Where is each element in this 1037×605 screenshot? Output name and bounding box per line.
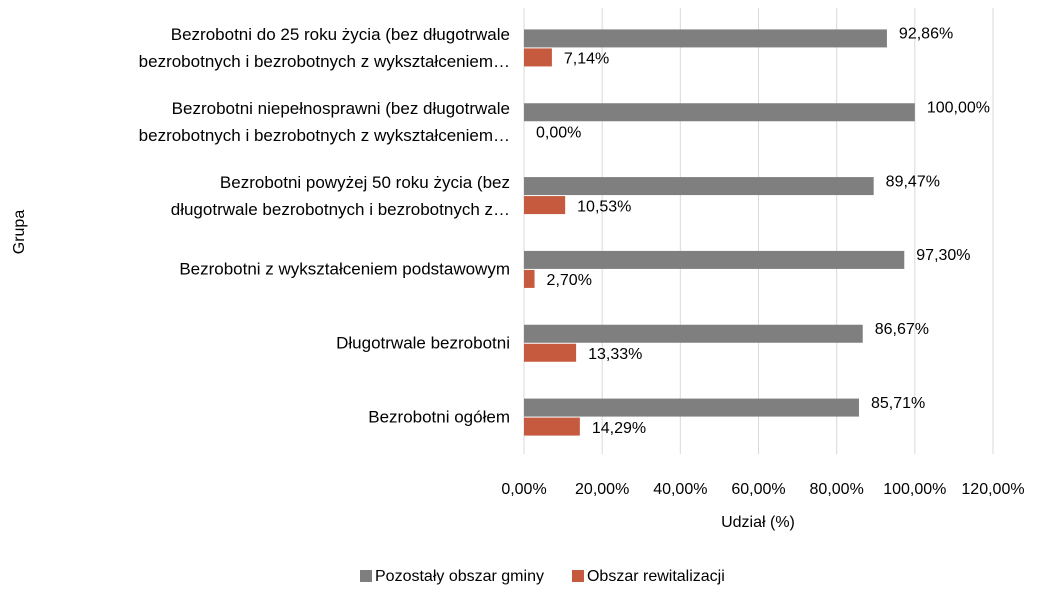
y-tick-label: Bezrobotni niepełnosprawni (bez długotrw… — [138, 98, 510, 145]
data-label: 13,33% — [588, 346, 642, 363]
y-tick-label: Bezrobotni do 25 roku życia (bez długotr… — [138, 24, 510, 71]
y-tick-label: Długotrwale bezrobotni — [336, 333, 510, 353]
x-axis-title: Udział (%) — [721, 514, 795, 531]
x-tick-label: 120,00% — [961, 481, 1024, 498]
y-tick-label: Bezrobotni ogółem — [368, 407, 510, 427]
bar — [524, 48, 552, 67]
y-tick-label: Bezrobotni z wykształceniem podstawowym — [179, 259, 510, 279]
legend-label: Pozostały obszar gminy — [375, 568, 544, 585]
bar — [524, 196, 566, 215]
data-label: 92,86% — [899, 26, 953, 43]
y-tick-label: Bezrobotni powyżej 50 roku życia (bez dł… — [170, 172, 510, 219]
bar — [524, 177, 874, 196]
x-tick-label: 0,00% — [501, 481, 546, 498]
data-label: 100,00% — [927, 99, 990, 116]
legend-swatch — [571, 570, 584, 582]
y-axis-title: Grupa — [11, 210, 28, 255]
bar — [524, 103, 915, 122]
bar — [524, 269, 535, 288]
data-label: 10,53% — [577, 198, 631, 215]
x-tick-label: 40,00% — [653, 481, 707, 498]
data-label: 85,71% — [871, 395, 925, 412]
bar — [524, 324, 863, 343]
bar — [524, 29, 887, 48]
data-label: 89,47% — [886, 173, 940, 190]
bar — [524, 343, 577, 362]
legend-swatch — [360, 570, 372, 582]
bar — [524, 250, 905, 269]
data-label: 2,70% — [547, 272, 592, 289]
data-label: 0,00% — [536, 124, 581, 141]
data-label: 97,30% — [916, 247, 970, 264]
data-label: 86,67% — [875, 321, 929, 338]
x-tick-label: 60,00% — [731, 481, 785, 498]
x-tick-label: 80,00% — [810, 481, 864, 498]
legend-label: Obszar rewitalizacji — [587, 568, 725, 585]
data-label: 14,29% — [592, 420, 646, 437]
x-tick-label: 100,00% — [883, 481, 946, 498]
x-tick-label: 20,00% — [575, 481, 629, 498]
bar — [524, 417, 580, 436]
data-label: 7,14% — [564, 51, 609, 68]
bar — [524, 398, 859, 417]
